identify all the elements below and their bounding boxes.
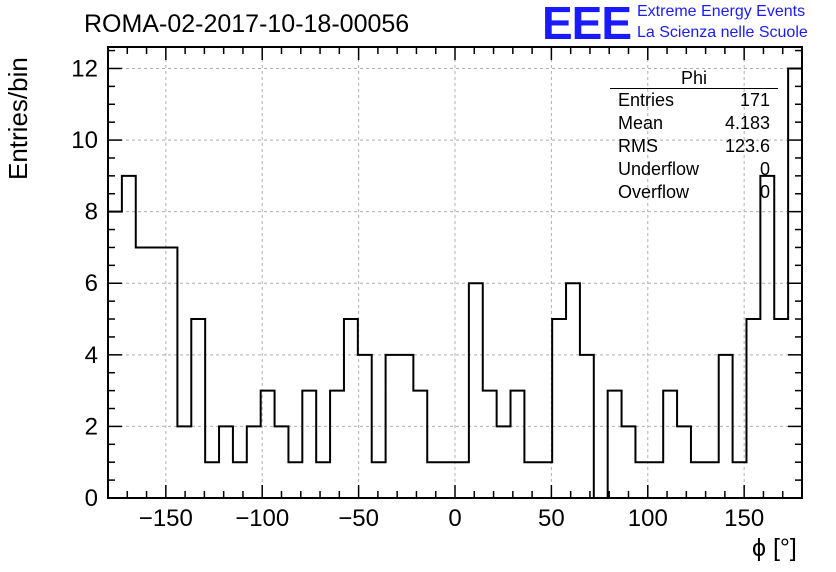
histogram-bin <box>358 355 372 498</box>
stats-box: Phi Entries 171 Mean 4.183 RMS 123.6 Und… <box>610 69 778 204</box>
histogram-bin <box>566 283 580 498</box>
histogram-bin <box>427 462 441 498</box>
x-axis-label: ϕ [°] <box>752 534 797 562</box>
histogram-bin <box>719 355 733 498</box>
histogram-bin <box>483 391 497 498</box>
y-tick-label: 4 <box>85 342 98 369</box>
stats-value: 0 <box>759 182 770 202</box>
histogram-bin <box>663 391 677 498</box>
stats-value: 171 <box>739 90 770 110</box>
stats-title: Phi <box>610 69 778 89</box>
tick-labels: −150 −100 −50 0 50 100 150 0 2 4 6 8 10 12 <box>71 55 764 532</box>
stats-value: 4.183 <box>724 113 770 133</box>
x-tick-label: 0 <box>448 505 461 532</box>
histogram-bin <box>455 462 469 498</box>
stats-row-entries: Entries 171 <box>610 89 778 112</box>
y-tick-label: 2 <box>85 413 98 440</box>
stats-label: Entries <box>618 90 675 110</box>
histogram-bin <box>136 247 150 498</box>
histogram-bin <box>580 355 594 498</box>
histogram-bin <box>608 391 622 498</box>
histogram-bin <box>524 462 538 498</box>
axis-ticks <box>107 47 803 499</box>
stats-label: Underflow <box>618 159 700 179</box>
histogram-bin <box>150 247 164 498</box>
eee-subtitle-line2: La Scienza nelle Scuole <box>637 24 808 41</box>
x-tick-label: 100 <box>628 505 668 532</box>
eee-logo: EEE <box>542 0 632 49</box>
histogram-bin <box>705 462 719 498</box>
stats-label: RMS <box>618 136 658 156</box>
stats-row-underflow: Underflow 0 <box>610 158 778 181</box>
x-tick-label: 150 <box>724 505 764 532</box>
histogram-bin <box>386 355 400 498</box>
eee-subtitle-line1: Extreme Energy Events <box>637 3 806 20</box>
histogram-bin <box>760 176 774 498</box>
y-tick-label: 10 <box>71 127 98 154</box>
chart-title: ROMA-02-2017-10-18-00056 <box>84 10 410 38</box>
histogram-bin <box>441 462 455 498</box>
histogram-bin <box>691 462 705 498</box>
y-axis-label: Entries/bin <box>3 57 33 180</box>
stats-value: 123.6 <box>724 136 770 156</box>
y-tick-label: 6 <box>85 270 98 297</box>
histogram-bin <box>191 319 205 498</box>
histogram-bin <box>413 391 427 498</box>
stats-row-overflow: Overflow 0 <box>610 181 778 204</box>
histogram-bin <box>164 247 178 498</box>
histogram-bin <box>649 462 663 498</box>
stats-value: 0 <box>759 159 770 179</box>
histogram-bin <box>261 391 275 498</box>
histogram-bin <box>399 355 413 498</box>
histogram-bin <box>219 426 233 498</box>
x-tick-label: −100 <box>235 505 289 532</box>
histogram-bin <box>330 391 344 498</box>
histogram-bin <box>677 426 691 498</box>
histogram-bin <box>247 426 261 498</box>
histogram-bin <box>497 426 511 498</box>
stats-row-mean: Mean 4.183 <box>610 112 778 135</box>
histogram-bin <box>233 462 247 498</box>
histogram-bin <box>177 426 191 498</box>
histogram-step-line <box>107 67 803 499</box>
histogram-bin <box>622 426 636 498</box>
x-tick-label: −50 <box>338 505 379 532</box>
histogram-bin <box>746 319 760 498</box>
y-tick-label: 12 <box>71 55 98 82</box>
histogram-bin <box>552 319 566 498</box>
histogram-bin <box>302 391 316 498</box>
histogram-bin <box>316 462 330 498</box>
y-tick-label: 8 <box>85 199 98 226</box>
histogram-bin <box>511 391 525 498</box>
histogram-bin <box>122 176 136 498</box>
stats-label: Overflow <box>618 182 690 202</box>
y-tick-label: 0 <box>85 485 98 512</box>
x-tick-label: −150 <box>139 505 193 532</box>
histogram-bin <box>344 319 358 498</box>
x-tick-label: 50 <box>538 505 565 532</box>
histogram-series <box>107 67 803 499</box>
histogram-bin <box>538 462 552 498</box>
histogram-bin <box>469 283 483 498</box>
histogram-bin <box>275 426 289 498</box>
histogram-bin <box>774 319 788 498</box>
stats-label: Mean <box>618 113 664 133</box>
histogram-bin <box>372 462 386 498</box>
stats-row-rms: RMS 123.6 <box>610 135 778 158</box>
histogram-bin <box>205 462 219 498</box>
